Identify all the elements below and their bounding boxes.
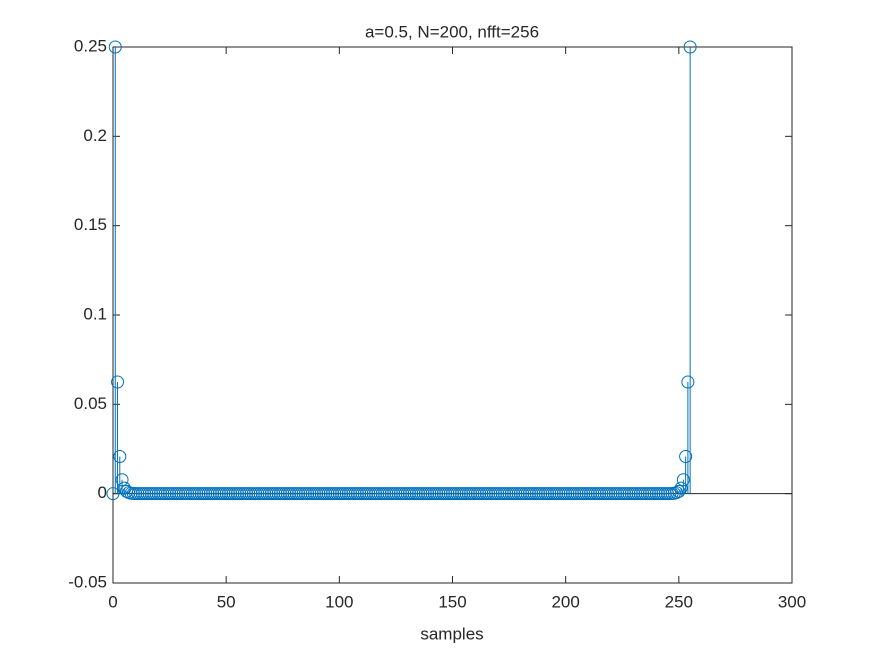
- y-tick-label: 0.15: [74, 215, 107, 234]
- y-tick-label: 0.25: [74, 36, 107, 55]
- stem-marker: [113, 450, 127, 464]
- y-tick-label: 0.05: [74, 394, 107, 413]
- x-tick-label: 0: [108, 592, 117, 611]
- y-tick-label: 0.1: [83, 304, 107, 323]
- chart-title: a=0.5, N=200, nfft=256: [365, 22, 539, 41]
- x-axis-label: samples: [420, 624, 483, 643]
- stem-marker: [676, 473, 690, 487]
- y-tick-label: 0: [98, 483, 107, 502]
- x-tick-label: 150: [438, 592, 466, 611]
- stem-marker: [115, 473, 129, 487]
- x-tick-label: 100: [325, 592, 353, 611]
- x-tick-label: 50: [217, 592, 236, 611]
- y-tick-label: -0.05: [68, 572, 107, 591]
- y-tick-label: 0.2: [83, 126, 107, 145]
- x-tick-label: 250: [665, 592, 693, 611]
- x-tick-label: 200: [551, 592, 579, 611]
- stem-marker: [683, 40, 697, 54]
- stem-marker: [106, 487, 120, 501]
- stem-marker: [672, 484, 686, 498]
- stem-marker: [670, 486, 684, 500]
- stem-marker: [108, 40, 122, 54]
- stem-marker: [111, 375, 125, 389]
- stem-marker: [674, 481, 688, 495]
- stem-marker: [681, 375, 695, 389]
- x-tick-label: 300: [778, 592, 806, 611]
- stem-marker: [679, 450, 693, 464]
